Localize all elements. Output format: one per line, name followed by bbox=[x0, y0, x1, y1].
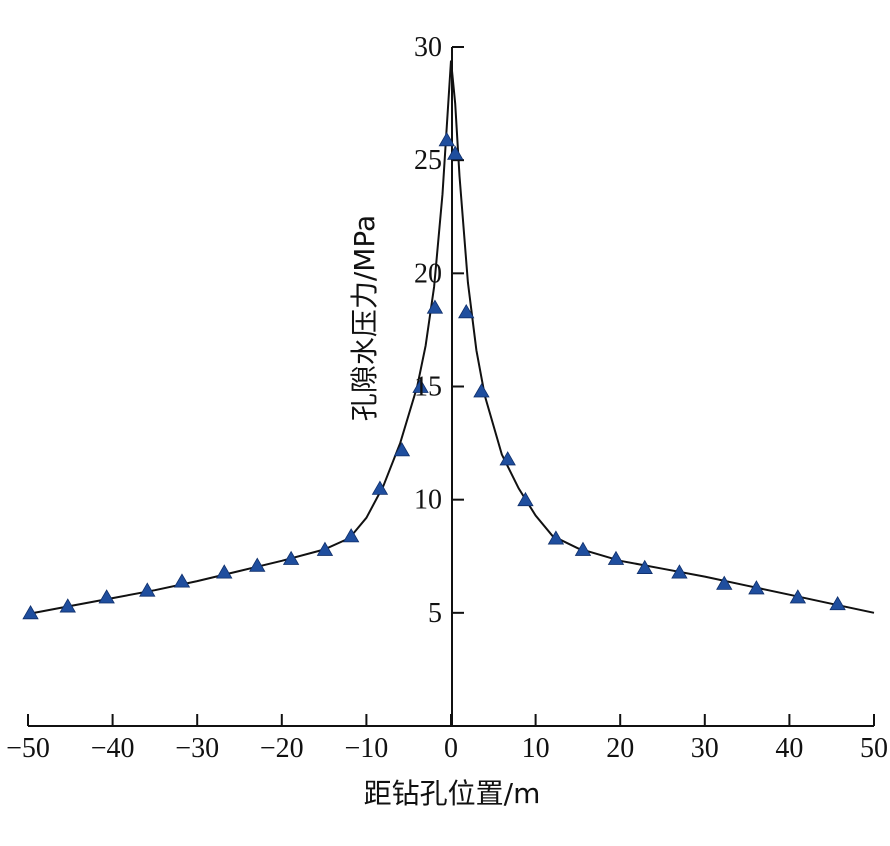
y-tick-label: 30 bbox=[414, 32, 442, 63]
y-axis-title: 孔隙水压力/MPa bbox=[348, 215, 381, 421]
data-point bbox=[216, 564, 233, 579]
x-tick-label: 10 bbox=[522, 733, 550, 764]
x-tick-label: 50 bbox=[860, 733, 888, 764]
x-tick-label: 0 bbox=[444, 733, 458, 764]
data-point bbox=[98, 589, 115, 604]
data-point bbox=[249, 557, 266, 572]
data-point bbox=[716, 575, 733, 590]
data-point bbox=[671, 564, 688, 579]
data-point bbox=[447, 145, 464, 160]
y-tick-label: 20 bbox=[414, 258, 442, 289]
x-tick-label: −30 bbox=[175, 733, 219, 764]
y-tick-label: 15 bbox=[414, 372, 442, 403]
data-point bbox=[607, 550, 625, 565]
y-tick-label: 5 bbox=[428, 598, 442, 629]
labels: −50 −40 −30 −20 −10 0 10 20 30 40 50 5 10 15 20 25 30 bbox=[6, 32, 888, 764]
x-tick-label: −20 bbox=[260, 733, 304, 764]
data-point bbox=[517, 491, 534, 507]
data-point bbox=[59, 598, 76, 613]
x-tick-label: −40 bbox=[91, 733, 135, 764]
data-point bbox=[393, 442, 411, 457]
x-tick-label: −10 bbox=[345, 733, 389, 764]
data-point bbox=[499, 451, 516, 466]
data-point bbox=[458, 304, 475, 319]
y-tick-label: 10 bbox=[414, 485, 442, 516]
x-axis-title: 距钻孔位置/m bbox=[364, 777, 541, 810]
axes bbox=[27, 46, 875, 727]
data-point bbox=[371, 480, 389, 495]
data-point bbox=[547, 530, 565, 545]
data-point bbox=[636, 559, 653, 574]
data-point bbox=[412, 378, 429, 393]
x-tick-label: 20 bbox=[606, 733, 634, 764]
data-point bbox=[829, 595, 846, 611]
data-point bbox=[316, 541, 334, 556]
data-point bbox=[282, 550, 300, 565]
y-tick-label: 25 bbox=[414, 145, 442, 176]
data-point bbox=[342, 528, 360, 543]
data-point bbox=[438, 131, 455, 147]
x-tick-label: −50 bbox=[6, 733, 50, 764]
x-tick-label: 30 bbox=[691, 733, 719, 764]
x-tick-label: 40 bbox=[775, 733, 803, 764]
data-point bbox=[139, 582, 156, 597]
data-point bbox=[748, 580, 765, 595]
data-point bbox=[574, 541, 592, 556]
markers bbox=[22, 131, 846, 620]
fit-curve bbox=[27, 60, 875, 615]
data-point bbox=[173, 573, 191, 588]
data-point bbox=[22, 605, 39, 620]
curve-layer bbox=[27, 60, 875, 615]
data-point bbox=[426, 299, 444, 314]
data-point bbox=[789, 589, 807, 604]
data-point bbox=[473, 383, 490, 398]
